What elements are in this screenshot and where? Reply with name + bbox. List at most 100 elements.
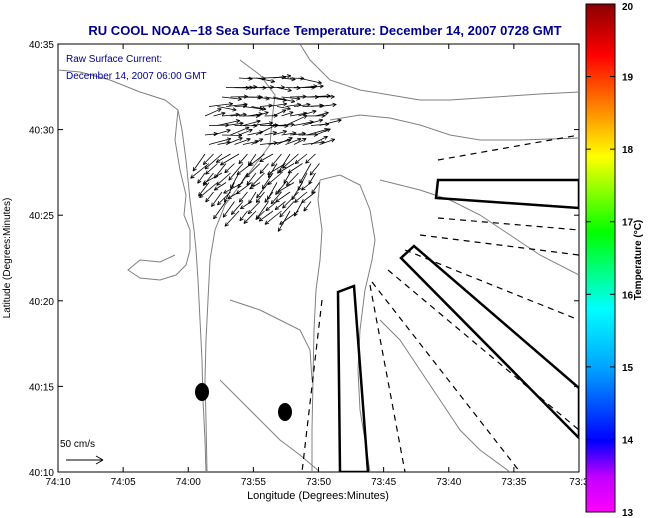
radial-line	[437, 217, 579, 231]
current-vector	[242, 120, 261, 126]
current-vector-head	[247, 209, 250, 214]
current-vector	[264, 131, 277, 136]
current-vector	[285, 138, 302, 145]
current-vector-head	[197, 181, 202, 184]
current-vector	[276, 87, 292, 92]
current-vector-head	[224, 199, 228, 203]
current-vector-head	[258, 217, 262, 222]
scale-label: 50 cm/s	[60, 439, 95, 450]
current-vector	[234, 105, 247, 107]
current-vector	[249, 182, 261, 190]
current-vector-head	[231, 212, 236, 215]
x-tick-label: 73:50	[306, 477, 331, 488]
current-vector	[272, 109, 287, 117]
current-vector	[308, 172, 316, 185]
current-vector	[287, 163, 303, 174]
current-vector-head	[203, 162, 208, 166]
current-vector-head	[272, 131, 277, 133]
current-vector	[190, 163, 210, 179]
current-vector-head	[205, 172, 210, 175]
current-vector	[220, 153, 240, 166]
current-vector-head	[264, 223, 269, 225]
current-vector-head	[313, 84, 318, 87]
current-vector	[249, 153, 265, 167]
current-vector	[250, 172, 265, 187]
current-vector	[247, 201, 261, 215]
x-tick-label: 73:40	[436, 477, 461, 488]
current-vector-head	[326, 93, 331, 97]
radial-line	[437, 134, 579, 161]
current-vector-head	[282, 204, 285, 209]
contour-30m	[329, 114, 579, 141]
surface-current-vectors	[190, 74, 342, 232]
current-vector	[197, 172, 206, 184]
current-vector-head	[228, 101, 233, 104]
current-vector-head	[284, 125, 289, 128]
current-vector-head	[286, 181, 289, 186]
current-vector-head	[282, 206, 287, 209]
current-vector	[267, 163, 278, 178]
current-vector-head	[205, 197, 207, 203]
current-vector-head	[296, 98, 301, 101]
current-vector-head	[202, 180, 206, 184]
current-vector-head	[304, 115, 308, 119]
current-vector	[306, 128, 329, 136]
current-vector	[294, 153, 308, 164]
current-vector-head	[265, 206, 268, 211]
radial-line	[419, 234, 579, 256]
current-vector-head	[278, 228, 282, 232]
current-vector	[293, 121, 314, 126]
current-vector-head	[215, 158, 219, 163]
current-vector-head	[239, 218, 244, 222]
current-vector	[208, 103, 233, 107]
current-vector-head	[311, 191, 316, 194]
current-vector-head	[224, 224, 229, 227]
current-vector	[247, 113, 263, 117]
current-vector-head	[218, 108, 222, 113]
current-vector	[271, 153, 282, 167]
current-vector-head	[287, 172, 293, 174]
current-vector-head	[211, 202, 213, 207]
y-tick-label: 40:25	[29, 211, 54, 222]
current-vector	[216, 172, 231, 186]
current-vector-head	[261, 184, 264, 189]
current-vector-head	[217, 200, 220, 206]
current-vector	[223, 182, 244, 194]
current-vector	[199, 182, 218, 198]
current-vector-head	[287, 169, 291, 174]
current-vector	[298, 77, 322, 84]
current-vector	[261, 172, 274, 189]
current-vector-head	[226, 140, 231, 143]
current-vector	[248, 153, 257, 166]
colorbar-tick-label: 17	[622, 218, 634, 229]
y-axis-label: Latitude (Degrees:Minutes)	[2, 198, 13, 319]
current-vector	[255, 111, 269, 117]
current-vector-head	[222, 214, 227, 218]
current-vector	[315, 128, 331, 136]
current-vector-head	[213, 214, 215, 219]
current-vector-head	[262, 108, 267, 111]
scale-arrow	[66, 455, 104, 465]
current-vector	[230, 113, 247, 117]
current-vector-head	[214, 176, 219, 179]
colorbar-label: Temperature (°C)	[633, 220, 644, 301]
radial-line	[404, 249, 579, 321]
current-vector-head	[224, 171, 229, 174]
current-vector	[267, 163, 286, 175]
current-vector	[242, 140, 259, 145]
current-vector-head	[227, 195, 231, 199]
current-vector	[215, 153, 231, 163]
current-vector-head	[224, 222, 227, 227]
current-vector	[238, 77, 253, 80]
current-vector	[285, 115, 308, 126]
current-vector	[255, 191, 265, 203]
current-vector	[259, 163, 269, 174]
current-vector	[237, 172, 248, 189]
current-vector	[202, 153, 214, 165]
current-vector	[272, 130, 287, 136]
current-vector-head	[229, 103, 233, 107]
current-vector-head	[226, 128, 231, 131]
current-vector-head	[199, 196, 204, 198]
current-vector-head	[325, 123, 330, 127]
current-vector-head	[319, 84, 324, 87]
